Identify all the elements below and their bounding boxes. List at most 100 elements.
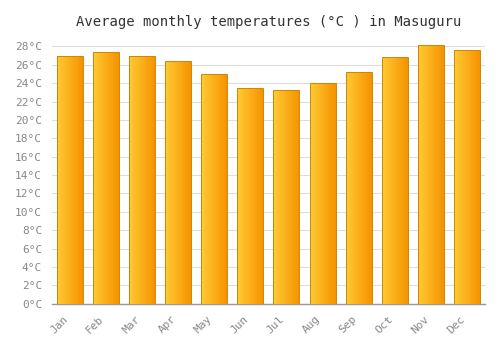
Bar: [441, 46, 442, 304]
Bar: [209, 74, 210, 304]
Bar: [57, 56, 58, 304]
Bar: [437, 46, 438, 304]
Bar: [386, 57, 387, 304]
Bar: [152, 56, 154, 304]
Bar: [327, 83, 328, 304]
Bar: [204, 74, 206, 304]
Bar: [80, 56, 81, 304]
Bar: [82, 56, 83, 304]
Bar: [468, 50, 469, 304]
Bar: [382, 57, 384, 304]
Bar: [150, 56, 152, 304]
Bar: [399, 57, 400, 304]
Bar: [240, 88, 241, 304]
Bar: [210, 74, 212, 304]
Bar: [262, 88, 264, 304]
Bar: [76, 56, 78, 304]
Bar: [280, 90, 281, 304]
Bar: [278, 90, 280, 304]
Bar: [63, 56, 64, 304]
Bar: [282, 90, 283, 304]
Bar: [186, 61, 187, 304]
Bar: [322, 83, 324, 304]
Bar: [458, 50, 459, 304]
Bar: [226, 74, 227, 304]
Bar: [429, 46, 430, 304]
Bar: [371, 72, 372, 304]
Bar: [110, 52, 111, 304]
Bar: [78, 56, 80, 304]
Bar: [314, 83, 315, 304]
Bar: [96, 52, 98, 304]
Bar: [117, 52, 118, 304]
Bar: [238, 88, 239, 304]
Bar: [222, 74, 223, 304]
Bar: [256, 88, 258, 304]
Bar: [366, 72, 368, 304]
Bar: [254, 88, 256, 304]
Bar: [144, 56, 146, 304]
Bar: [244, 88, 245, 304]
Bar: [404, 57, 405, 304]
Bar: [364, 72, 366, 304]
Bar: [108, 52, 110, 304]
Bar: [330, 83, 331, 304]
Bar: [454, 50, 480, 304]
Bar: [310, 83, 312, 304]
Bar: [314, 83, 316, 304]
Bar: [165, 61, 166, 304]
Bar: [258, 88, 259, 304]
Bar: [318, 83, 319, 304]
Bar: [284, 90, 286, 304]
Bar: [393, 57, 394, 304]
Bar: [385, 57, 386, 304]
Bar: [406, 57, 407, 304]
Bar: [168, 61, 170, 304]
Bar: [274, 90, 275, 304]
Bar: [420, 46, 422, 304]
Bar: [100, 52, 102, 304]
Bar: [142, 56, 143, 304]
Bar: [106, 52, 108, 304]
Bar: [388, 57, 390, 304]
Bar: [430, 46, 431, 304]
Bar: [177, 61, 178, 304]
Bar: [474, 50, 476, 304]
Bar: [74, 56, 75, 304]
Title: Average monthly temperatures (°C ) in Masuguru: Average monthly temperatures (°C ) in Ma…: [76, 15, 461, 29]
Bar: [221, 74, 222, 304]
Bar: [382, 57, 407, 304]
Bar: [201, 74, 202, 304]
Bar: [333, 83, 334, 304]
Bar: [275, 90, 276, 304]
Bar: [174, 61, 176, 304]
Bar: [154, 56, 155, 304]
Bar: [460, 50, 461, 304]
Bar: [73, 56, 74, 304]
Bar: [98, 52, 99, 304]
Bar: [218, 74, 220, 304]
Bar: [422, 46, 423, 304]
Bar: [424, 46, 425, 304]
Bar: [368, 72, 369, 304]
Bar: [286, 90, 288, 304]
Bar: [172, 61, 173, 304]
Bar: [470, 50, 472, 304]
Bar: [431, 46, 432, 304]
Bar: [332, 83, 333, 304]
Bar: [132, 56, 134, 304]
Bar: [370, 72, 371, 304]
Bar: [61, 56, 62, 304]
Bar: [464, 50, 465, 304]
Bar: [179, 61, 180, 304]
Bar: [118, 52, 119, 304]
Bar: [432, 46, 434, 304]
Bar: [346, 72, 372, 304]
Bar: [246, 88, 247, 304]
Bar: [405, 57, 406, 304]
Bar: [224, 74, 226, 304]
Bar: [348, 72, 349, 304]
Bar: [283, 90, 284, 304]
Bar: [148, 56, 149, 304]
Bar: [112, 52, 113, 304]
